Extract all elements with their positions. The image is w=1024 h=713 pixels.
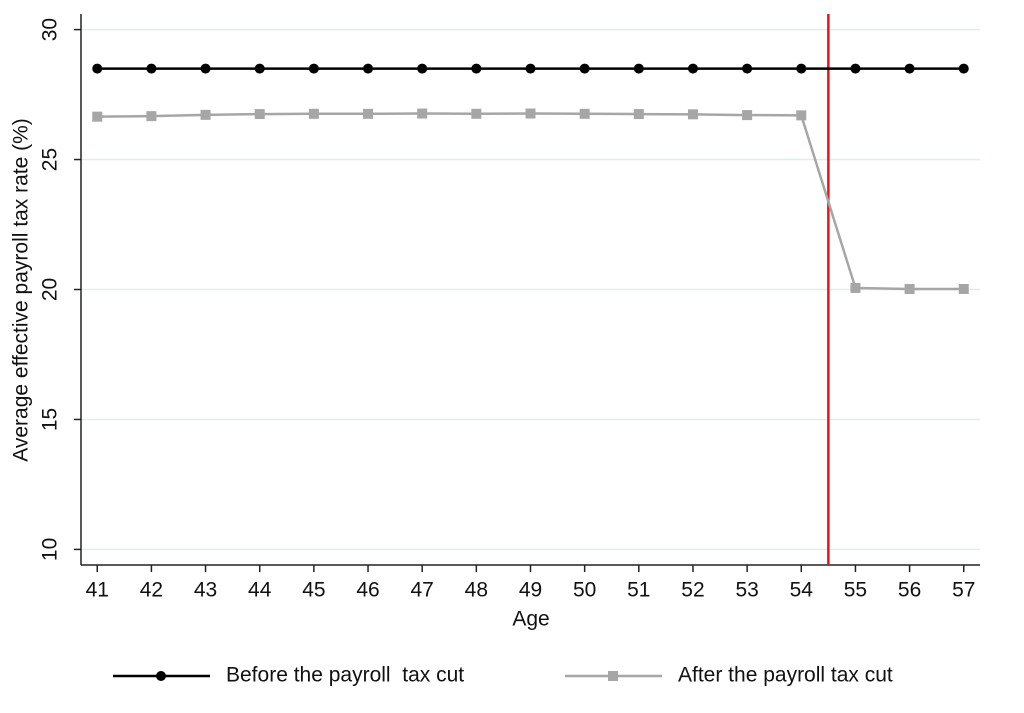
x-tick-label: 51: [627, 579, 650, 602]
x-axis-label: Age: [512, 608, 549, 631]
marker: [363, 63, 374, 74]
x-tick-label: 49: [519, 579, 542, 602]
x-tick-label: 45: [302, 579, 325, 602]
marker: [850, 282, 861, 293]
series-line: [97, 112, 964, 291]
x-tick-label: 52: [681, 579, 704, 602]
marker: [796, 63, 807, 74]
marker: [417, 108, 428, 119]
marker: [687, 63, 698, 74]
marker: [904, 63, 915, 74]
y-tick-label: 20: [39, 278, 62, 301]
marker: [308, 63, 319, 74]
marker: [417, 63, 428, 74]
x-tick-label: 47: [411, 579, 434, 602]
x-tick-label: 43: [194, 579, 217, 602]
marker: [146, 63, 157, 74]
marker: [742, 63, 753, 74]
x-tick-label: 48: [465, 579, 488, 602]
marker: [579, 63, 590, 74]
legend-label: After the payroll tax cut: [678, 664, 893, 687]
marker: [92, 111, 103, 122]
legend-marker: [608, 671, 618, 681]
legend-label: Before the payroll tax cut: [226, 664, 464, 687]
marker: [687, 109, 698, 120]
marker: [633, 63, 644, 74]
marker: [471, 63, 482, 74]
marker: [904, 283, 915, 294]
y-tick-label: 25: [39, 148, 62, 171]
y-tick-label: 10: [39, 538, 62, 561]
x-tick-label: 55: [844, 579, 867, 602]
marker: [92, 63, 103, 74]
x-tick-label: 50: [573, 579, 596, 602]
x-tick-label: 56: [898, 579, 921, 602]
marker: [146, 111, 157, 122]
y-tick-label: 15: [39, 408, 62, 431]
x-tick-label: 54: [790, 579, 814, 602]
marker: [308, 108, 319, 119]
marker: [633, 109, 644, 120]
marker: [958, 63, 969, 74]
x-tick-label: 44: [248, 579, 272, 602]
marker: [254, 109, 265, 120]
marker: [796, 110, 807, 121]
marker: [471, 108, 482, 119]
marker: [742, 110, 753, 121]
marker: [850, 63, 861, 74]
x-tick-label: 42: [140, 579, 163, 602]
marker: [525, 108, 536, 119]
legend-marker: [156, 671, 166, 681]
marker: [958, 283, 969, 294]
marker: [363, 108, 374, 119]
x-tick-label: 46: [356, 579, 379, 602]
marker: [525, 63, 536, 74]
y-axis-label: Average effective payroll tax rate (%): [10, 118, 33, 462]
marker: [200, 109, 211, 120]
x-tick-label: 57: [952, 579, 975, 602]
marker: [200, 63, 211, 74]
marker: [254, 63, 265, 74]
x-tick-label: 53: [735, 579, 758, 602]
y-tick-label: 30: [39, 18, 62, 41]
x-tick-label: 41: [86, 579, 109, 602]
marker: [579, 108, 590, 119]
